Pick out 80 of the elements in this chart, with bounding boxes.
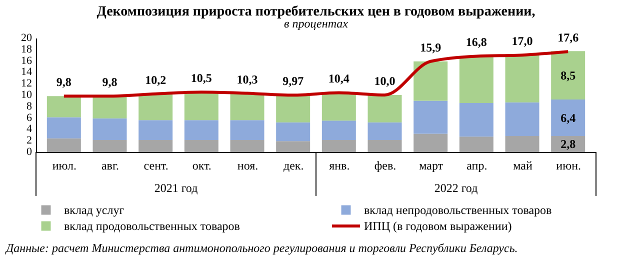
bar (368, 122, 402, 140)
x-tick-label: май (513, 158, 533, 172)
data-label: 10,4 (328, 72, 350, 86)
data-label: 9,8 (102, 75, 118, 90)
x-tick-label: июн. (556, 158, 581, 172)
legend-label: вклад непродовольственных товаров (364, 203, 552, 217)
bar (505, 55, 540, 102)
x-tick-label: янв. (329, 158, 350, 172)
data-label: 8,5 (560, 68, 576, 82)
x-tick-label: авг. (101, 158, 120, 172)
y-tick-label: 16 (21, 54, 32, 67)
bar (184, 92, 218, 120)
x-tick-label: июл. (52, 158, 76, 172)
bar (92, 140, 127, 152)
y-tick-label: 12 (21, 78, 32, 90)
bar (276, 122, 310, 142)
bar (184, 120, 218, 140)
bar (138, 140, 173, 152)
bar (322, 140, 356, 152)
legend-label: вклад продовольственных товаров (64, 219, 240, 233)
y-tick-label: 18 (21, 43, 32, 56)
data-label: 16,8 (466, 35, 487, 50)
bar (46, 117, 81, 138)
bar (230, 93, 264, 120)
data-label: 9,97 (282, 74, 304, 88)
data-label: 10,3 (236, 72, 258, 86)
bar (46, 96, 81, 118)
data-label: 15,9 (420, 40, 442, 54)
bar (138, 120, 173, 140)
x-tick-label: дек. (283, 158, 304, 172)
x-tick-label: апр. (466, 158, 488, 172)
y-tick-label: 8 (26, 100, 32, 112)
y-tick-label: 20 (21, 32, 32, 44)
bar (276, 141, 310, 152)
bar (368, 140, 402, 152)
bar (368, 95, 402, 122)
bar (551, 51, 586, 100)
bar (46, 138, 81, 152)
x-tick-label: ноя. (237, 158, 258, 172)
bar (414, 100, 448, 134)
y-tick-label: 0 (26, 146, 32, 158)
bar (459, 56, 494, 103)
bar (505, 136, 540, 152)
data-label: 10,0 (374, 74, 396, 88)
bar (322, 120, 356, 140)
text: 2021 год (154, 181, 198, 195)
bar (138, 94, 173, 120)
bar (92, 96, 127, 118)
data-label: 10,2 (145, 72, 166, 87)
text: 2022 год (434, 181, 478, 195)
y-tick-label: 2 (26, 134, 32, 147)
bar (551, 100, 586, 136)
bar (230, 120, 264, 140)
bar (230, 140, 264, 152)
text: Данные: расчет Министерства антимонопольного регулирования и торговли Республики Беларусь. (5, 241, 518, 255)
bar (459, 136, 494, 152)
y-tick-label: 6 (26, 112, 32, 124)
bar (184, 140, 218, 152)
data-label: 2,8 (560, 137, 576, 152)
bar (322, 92, 356, 121)
x-tick-label: окт. (192, 158, 212, 172)
data-label: 9,8 (56, 75, 72, 90)
y-tick-label: 4 (26, 123, 32, 136)
y-tick-label: 10 (21, 89, 32, 101)
legend-label: ИПЦ (в годовом выражении) (364, 219, 512, 233)
x-tick-label: сент. (144, 158, 168, 172)
data-label: 6,4 (560, 110, 576, 125)
data-label: 17,6 (558, 30, 579, 45)
data-label: 10,5 (190, 71, 212, 86)
bar (276, 95, 310, 122)
legend-label: вклад услуг (64, 203, 124, 217)
bar (459, 102, 494, 137)
bar (505, 102, 540, 136)
data-label: 17,0 (512, 34, 533, 48)
bar (414, 61, 448, 101)
bar (414, 134, 448, 152)
x-tick-label: март (419, 158, 444, 172)
x-tick-label: фев. (374, 158, 396, 172)
y-tick-label: 14 (21, 66, 32, 78)
bar (92, 118, 127, 140)
